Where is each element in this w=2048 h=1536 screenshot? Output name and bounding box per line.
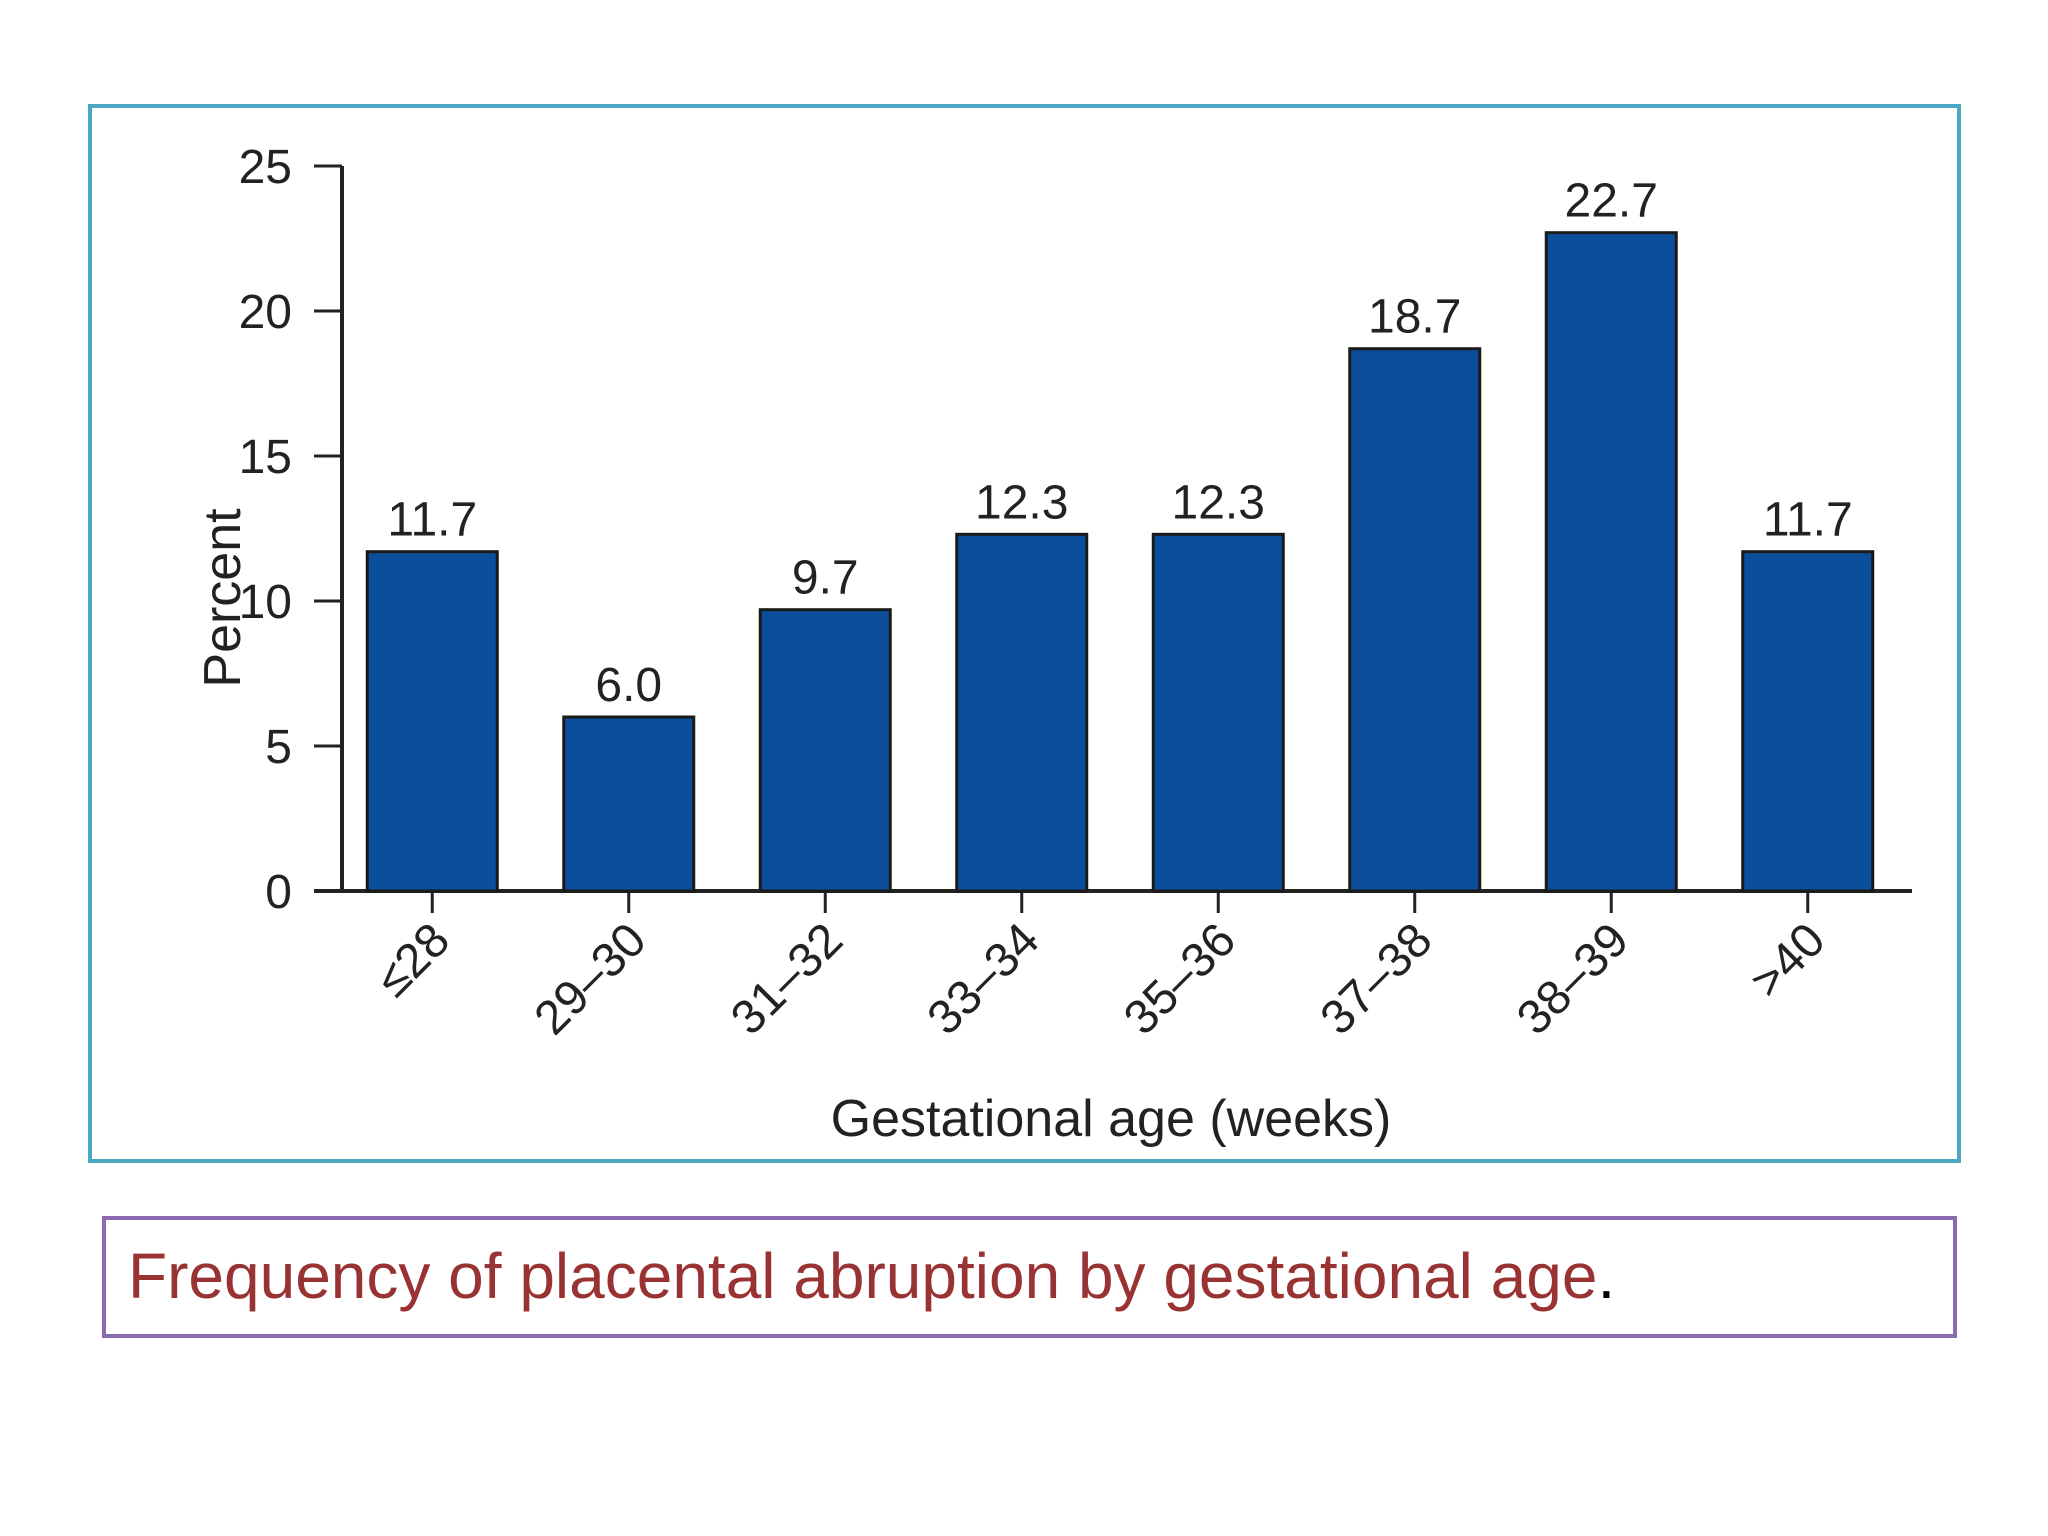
x-tick-label: 37–38 [1311,913,1443,1045]
bar [758,608,892,893]
x-tick-label: 38–39 [1507,913,1639,1045]
x-tick-label: 35–36 [1114,913,1246,1045]
y-tick-label: 0 [265,866,292,919]
chart-frame: 0 5 10 15 20 25 11.7 ≤28 6.0 29–30 9.7 31–32 12.3 33–… [88,104,1961,1163]
x-tick-label: 29–30 [525,913,657,1045]
bar-value-label: 11.7 [1763,494,1853,547]
y-tick-label: 15 [239,431,292,484]
bar [365,550,499,893]
bar-value-label: 18.7 [1368,291,1461,344]
bar-value-label: 12.3 [975,476,1068,529]
x-tick-label: 31–32 [721,913,853,1045]
y-tick-label: 25 [239,141,292,194]
bars [365,231,1875,893]
bar [1544,231,1678,893]
bar-value-label: 6.0 [595,659,662,712]
x-tick-label: ≤28 [366,913,460,1007]
bar-value-label: 9.7 [792,552,859,605]
x-tick-label: 33–34 [918,913,1050,1045]
bar [1348,347,1482,893]
y-tick-label: 20 [239,286,292,339]
y-tick-label: 10 [239,576,292,629]
bar [1151,532,1285,893]
bar-value-label: 22.7 [1565,175,1658,228]
bar [955,532,1089,893]
bar [562,715,696,893]
y-axis-title: Percent [194,508,252,688]
caption-period: . [1597,1240,1616,1312]
y-tick-label: 5 [265,721,292,774]
x-tick-label: >40 [1740,913,1835,1008]
bar-chart: 0 5 10 15 20 25 11.7 ≤28 6.0 29–30 9.7 31–32 12.3 33–… [194,141,1912,1148]
caption-text: Frequency of placental abruption by gest… [128,1240,1598,1312]
bar [1741,550,1875,893]
bar-value-label: 11.7 [387,494,477,547]
x-axis-title: Gestational age (weeks) [831,1090,1392,1148]
bar-value-label: 12.3 [1172,476,1265,529]
caption-box: Frequency of placental abruption by gest… [102,1216,1957,1338]
caption: Frequency of placental abruption by gest… [128,1240,1615,1312]
